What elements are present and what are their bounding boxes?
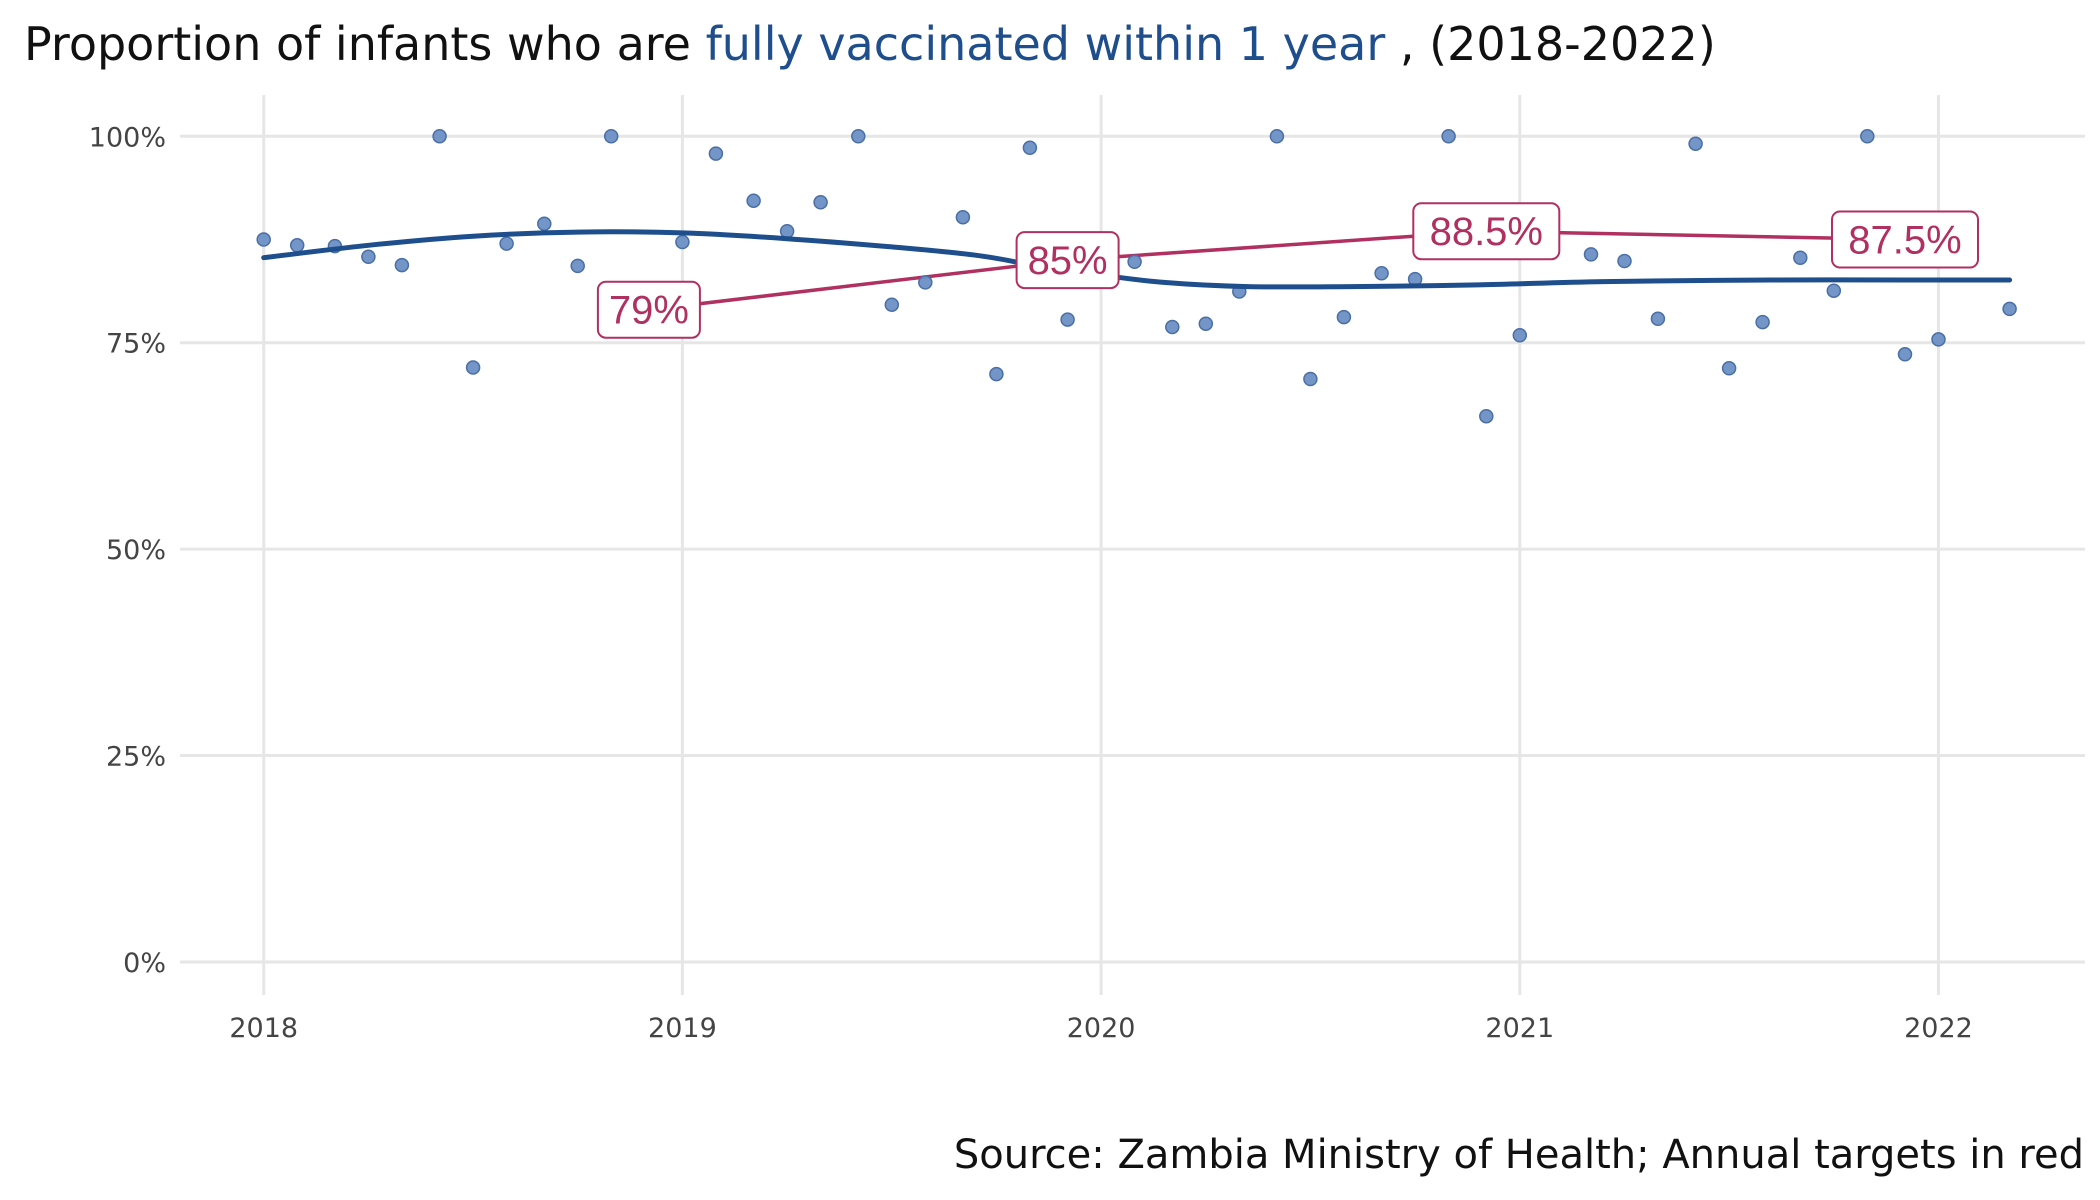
data-point	[1303, 371, 1318, 387]
title-suffix: , (2018-2022)	[1400, 17, 1716, 71]
data-point	[708, 146, 724, 161]
data-point	[1897, 347, 1913, 362]
title-prefix: Proportion of infants who are	[24, 17, 706, 71]
grid	[180, 95, 2085, 995]
data-point	[1336, 309, 1352, 325]
y-tick-label: 0%	[123, 948, 166, 979]
data-point	[1374, 266, 1389, 281]
target-line	[648, 229, 1906, 312]
target-series-line	[648, 229, 1906, 312]
data-point	[1127, 254, 1142, 270]
data-point	[256, 232, 271, 247]
x-tick-label: 2021	[1485, 1013, 1554, 1044]
title-highlight: fully vaccinated within 1 year	[706, 17, 1386, 71]
x-axis-tick-labels: 2018 2019 2020 2021 2022	[229, 1013, 1972, 1044]
data-point	[361, 249, 376, 265]
data-point	[1583, 247, 1599, 262]
x-tick-label: 2019	[648, 1013, 717, 1044]
data-point	[989, 366, 1004, 382]
data-point	[570, 258, 585, 274]
data-point	[1512, 328, 1528, 343]
data-point	[1650, 311, 1666, 327]
data-point	[1060, 312, 1075, 327]
data-point	[1688, 136, 1703, 151]
data-point	[1755, 314, 1770, 330]
data-point	[1860, 129, 1875, 144]
data-point	[289, 238, 305, 253]
x-tick-label: 2022	[1904, 1013, 1973, 1044]
target-label: 88.5%	[1430, 210, 1543, 254]
data-point	[675, 234, 690, 250]
data-point	[1022, 140, 1038, 156]
x-tick-label: 2018	[229, 1013, 298, 1044]
target-labels: 79% 85% 88.5% 87.5%	[596, 202, 1979, 339]
target-label: 87.5%	[1848, 219, 1961, 263]
data-point	[1198, 316, 1214, 331]
data-point	[1269, 129, 1285, 144]
y-tick-label: 100%	[89, 122, 166, 153]
data-point	[918, 275, 933, 290]
data-point	[955, 209, 971, 225]
target-label-box	[596, 280, 701, 339]
data-point	[1931, 332, 1946, 347]
target-label-box	[1831, 210, 1979, 269]
data-point	[465, 360, 481, 375]
target-label: 79%	[609, 289, 689, 333]
observation-points	[256, 129, 2017, 424]
data-point	[746, 193, 761, 208]
data-point	[1441, 129, 1456, 144]
data-point	[1165, 319, 1180, 335]
data-point	[779, 223, 795, 239]
data-point	[603, 129, 619, 144]
data-point	[2002, 301, 2017, 317]
target-label: 85%	[1028, 239, 1108, 283]
y-axis-tick-labels: 0% 25% 50% 75% 100%	[89, 122, 166, 979]
data-point	[851, 129, 866, 144]
data-point	[432, 129, 447, 144]
data-point	[1793, 250, 1808, 265]
data-point	[1826, 283, 1842, 298]
source-caption: Source: Zambia Ministry of Health; Annua…	[954, 1132, 2084, 1178]
y-tick-label: 25%	[106, 742, 166, 773]
target-label-box	[1412, 202, 1561, 261]
data-point	[394, 257, 410, 273]
x-tick-label: 2020	[1067, 1013, 1136, 1044]
data-point	[499, 236, 514, 251]
data-point	[1721, 361, 1737, 376]
data-point	[884, 297, 900, 312]
data-point	[1479, 408, 1494, 424]
y-tick-label: 75%	[106, 329, 166, 360]
data-point	[813, 195, 828, 210]
chart-title: Proportion of infants who are fully vacc…	[24, 17, 1716, 71]
data-point	[1617, 253, 1632, 269]
data-point	[537, 216, 552, 232]
y-tick-label: 50%	[106, 535, 166, 566]
target-label-box	[1015, 231, 1120, 290]
